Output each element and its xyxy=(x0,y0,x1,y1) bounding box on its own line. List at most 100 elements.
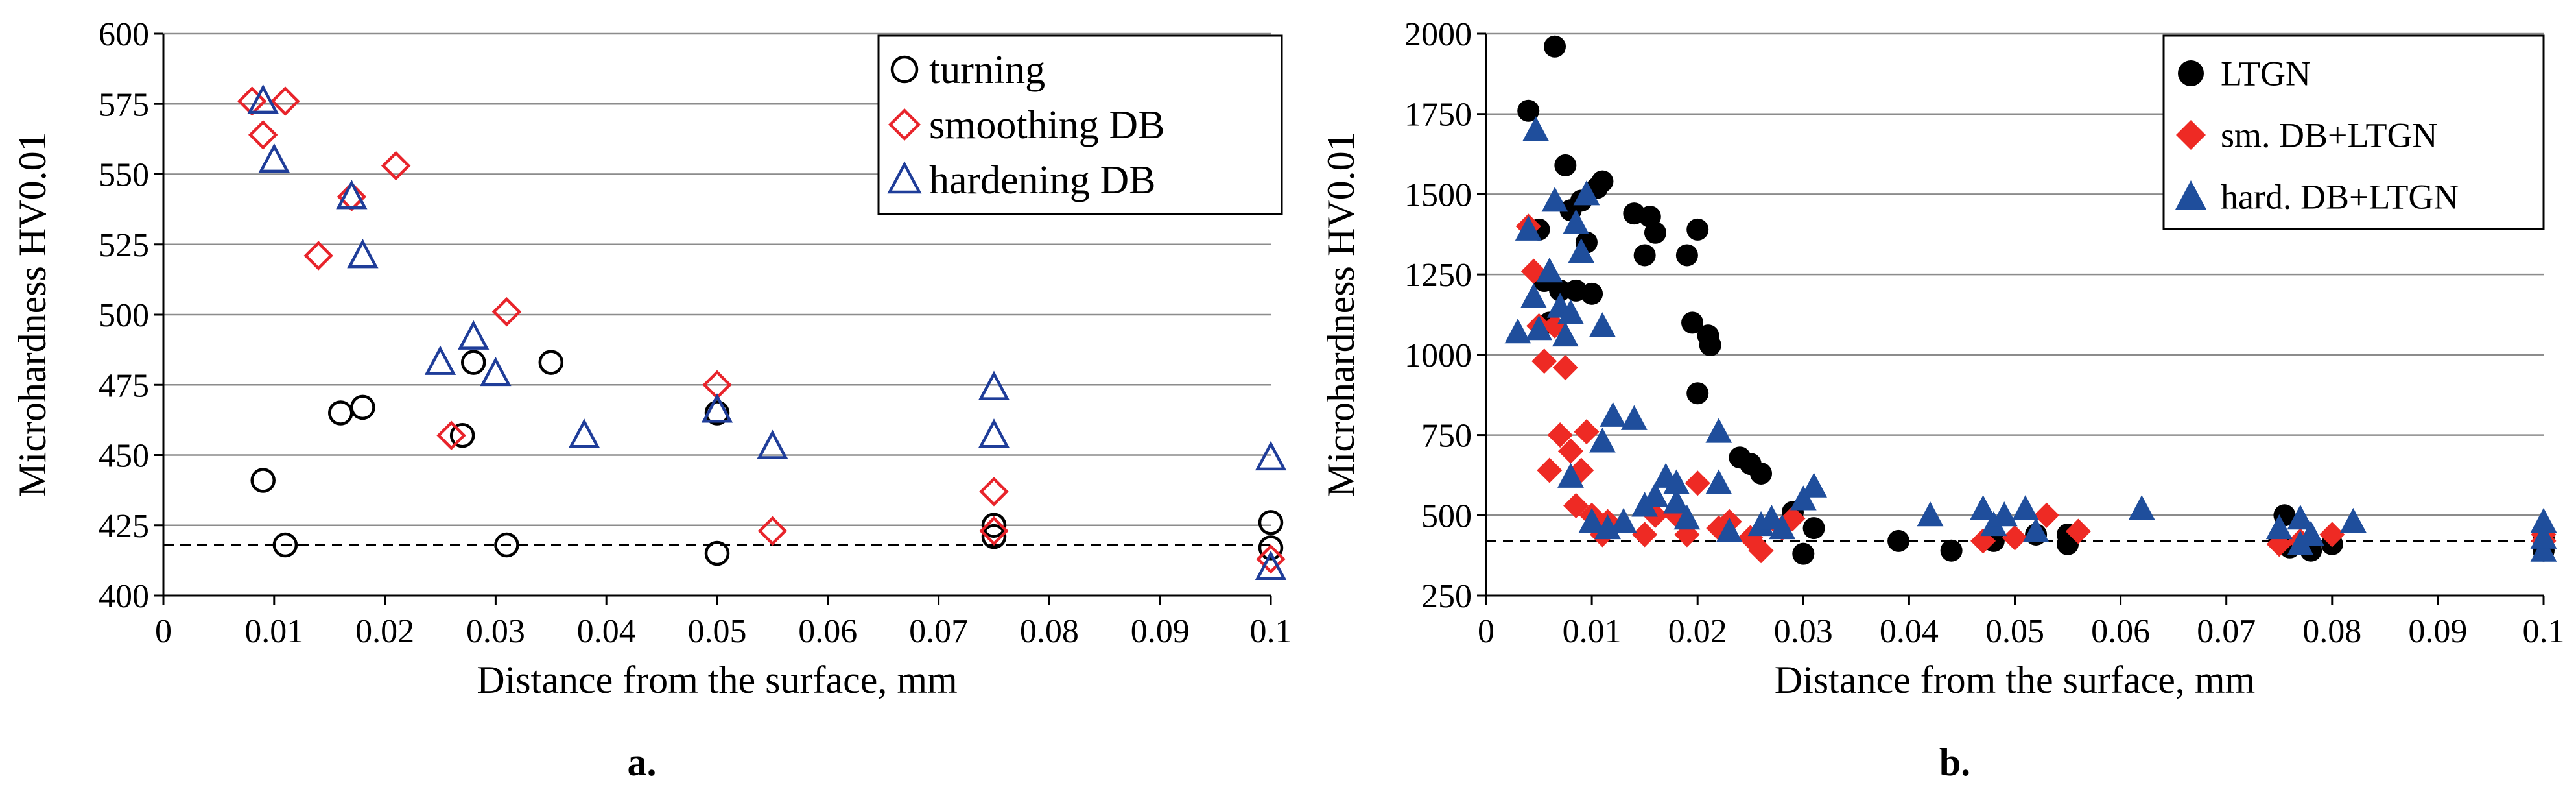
data-point xyxy=(494,532,519,558)
data-point xyxy=(1258,535,1284,561)
x-tick-label: 0.08 xyxy=(2302,613,2361,650)
data-point xyxy=(2530,524,2557,549)
data-point xyxy=(2128,495,2155,520)
data-point xyxy=(480,356,512,387)
series-2 xyxy=(1504,116,2557,562)
y-tick-label: 1000 xyxy=(1404,337,1472,374)
data-point xyxy=(270,86,300,116)
data-point xyxy=(1552,355,1578,381)
legend: turning smoothing DB hardening DB xyxy=(877,34,1283,215)
data-point xyxy=(1589,428,1616,453)
data-point xyxy=(1552,321,1579,347)
data-point xyxy=(1542,313,1568,339)
data-point xyxy=(1686,218,1709,241)
x-tick-label: 0.1 xyxy=(2523,613,2565,650)
x-tick-label: 0.02 xyxy=(1668,613,1727,650)
data-point xyxy=(2297,520,2324,546)
data-point xyxy=(336,180,368,210)
data-point xyxy=(424,345,456,375)
data-point xyxy=(1780,505,1806,531)
x-tick-label: 0.05 xyxy=(688,613,747,650)
x-tick-label: 0.03 xyxy=(466,613,525,650)
data-point xyxy=(1769,514,1796,540)
data-point xyxy=(2530,507,2557,533)
data-point xyxy=(1686,382,1709,405)
data-point xyxy=(1705,418,1732,443)
data-point xyxy=(237,86,267,116)
data-point xyxy=(350,394,375,420)
data-point xyxy=(979,477,1009,507)
data-point xyxy=(1581,282,1603,305)
x-tick-label: 0.06 xyxy=(798,613,857,650)
y-tick-label: 475 xyxy=(99,367,149,404)
legend-box xyxy=(877,34,1283,215)
y-tick-label: 550 xyxy=(99,157,149,194)
data-point xyxy=(1917,501,1944,527)
x-tick-label: 0.04 xyxy=(577,613,636,650)
legend-marker xyxy=(2176,120,2206,150)
data-point xyxy=(2033,502,2059,528)
legend-marker xyxy=(890,55,919,84)
data-point xyxy=(1573,180,1600,206)
data-point xyxy=(2002,525,2028,551)
legend-label: turning xyxy=(929,48,1045,92)
data-point xyxy=(1642,482,1669,507)
y-tick-label: 575 xyxy=(99,86,149,123)
data-point xyxy=(1705,469,1732,494)
y-tick-label: 400 xyxy=(99,578,149,615)
data-point xyxy=(1578,507,1605,533)
data-point xyxy=(978,370,1010,400)
legend-marker xyxy=(888,108,921,141)
data-point xyxy=(1541,187,1568,212)
data-point xyxy=(2265,514,2293,540)
x-tick-label: 0.09 xyxy=(1131,613,1190,650)
series-2 xyxy=(247,84,1287,580)
y-tick-label: 525 xyxy=(99,227,149,264)
data-point xyxy=(449,422,475,448)
data-point xyxy=(1644,221,1666,244)
data-point xyxy=(1557,438,1584,464)
y-tick-label: 425 xyxy=(99,508,149,545)
data-point xyxy=(1790,485,1817,511)
data-point xyxy=(1255,440,1287,471)
series-1 xyxy=(237,86,1286,574)
data-point xyxy=(460,350,486,375)
data-point xyxy=(1557,299,1584,324)
data-point xyxy=(1544,35,1566,58)
y-axis-title: Microhardness HV0.01 xyxy=(11,132,54,497)
x-tick-label: 0.09 xyxy=(2408,613,2467,650)
data-point xyxy=(1594,514,1621,540)
data-point xyxy=(458,320,490,350)
data-point xyxy=(538,350,564,375)
data-point xyxy=(436,420,466,450)
data-point xyxy=(250,468,276,493)
data-point xyxy=(568,418,600,448)
data-point xyxy=(1747,511,1775,537)
data-point xyxy=(1716,517,1743,543)
data-point xyxy=(1554,154,1577,176)
data-point xyxy=(1633,244,1656,267)
x-tick-label: 0.03 xyxy=(1774,613,1833,650)
panel-label: a. xyxy=(628,741,657,784)
data-point xyxy=(2287,504,2314,530)
data-point xyxy=(704,400,730,426)
data-point xyxy=(1887,529,1910,552)
data-point xyxy=(1663,488,1690,514)
data-point xyxy=(1256,544,1286,574)
data-point xyxy=(1537,457,1563,483)
panel-label: b. xyxy=(1939,741,1970,784)
data-point xyxy=(1792,542,1815,565)
data-point xyxy=(1940,539,1963,562)
x-tick-label: 0 xyxy=(155,613,172,650)
data-point xyxy=(1568,238,1595,263)
data-point xyxy=(1520,283,1547,308)
data-point xyxy=(1802,517,1825,540)
x-tick-label: 0.1 xyxy=(1250,613,1292,650)
data-point xyxy=(1681,311,1704,334)
data-point xyxy=(1591,170,1614,193)
x-tick-label: 0.01 xyxy=(244,613,303,650)
data-point xyxy=(704,540,730,566)
legend-label: sm. DB+LTGN xyxy=(2221,115,2438,154)
data-point xyxy=(491,296,522,327)
